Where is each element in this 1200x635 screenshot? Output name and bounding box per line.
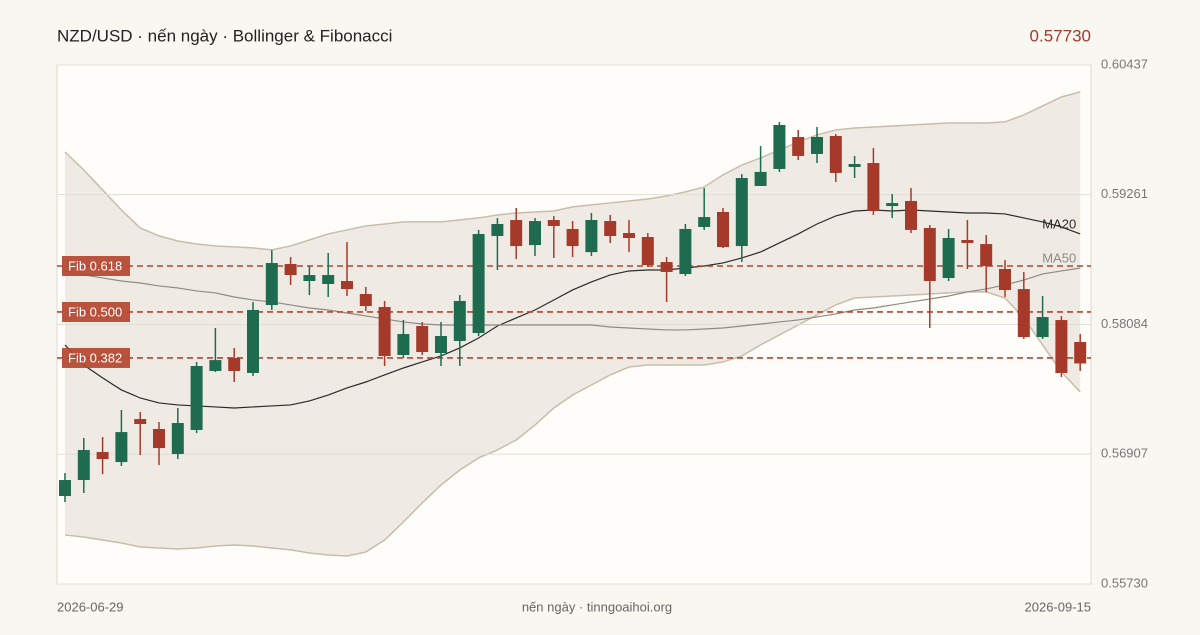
ma-line [64, 267, 1081, 331]
x-start-label: 2026-06-29 [57, 599, 124, 614]
fibonacci: Fib 0.618 Fib 0.500 Fib 0.382 [57, 256, 1091, 368]
candle-body [679, 228, 692, 275]
candle-body [829, 136, 842, 173]
candle-body [623, 233, 635, 238]
x-end-label: 2026-09-15 [1025, 599, 1092, 614]
candle-body [322, 275, 335, 284]
candle-body [999, 268, 1011, 291]
y-tick-label: 0.58084 [1101, 316, 1148, 331]
candle-body [961, 239, 974, 243]
candle-body [472, 234, 485, 334]
candle-body [284, 264, 297, 276]
candle-body [378, 307, 391, 356]
candle-body [773, 124, 786, 169]
candle-body [792, 137, 805, 156]
candle-body [77, 450, 90, 481]
candle-body [604, 221, 617, 237]
footer: nến ngày · tinngoaihoi.org [522, 599, 672, 614]
candle-body [491, 223, 504, 237]
candle-body [228, 357, 241, 371]
candle-body [905, 200, 917, 230]
candle-body [510, 220, 523, 247]
candle-body [566, 228, 579, 247]
fib-label-bg [62, 256, 130, 277]
candle-body [1036, 317, 1049, 338]
candle-body [190, 366, 203, 430]
legend-label: MA50 [1042, 250, 1076, 265]
band-lower [64, 291, 1081, 557]
fib-label: Fib 0.500 [68, 304, 122, 319]
candle-body [529, 221, 541, 246]
candle-body [453, 300, 466, 341]
candle-body [735, 178, 748, 247]
candle-body [886, 203, 899, 207]
candle-body [247, 310, 259, 373]
candle-body [1017, 289, 1030, 338]
legend-label: MA20 [1042, 216, 1076, 231]
candle-body [942, 238, 955, 279]
fib-label-bg [62, 347, 130, 368]
candle-body [96, 452, 109, 460]
candle-body [435, 336, 447, 354]
candle-body [698, 217, 711, 227]
candle-body [547, 220, 560, 226]
y-tick-label: 0.60437 [1101, 56, 1148, 71]
chart-title: NZD/USD · nến ngày · Bollinger & Fibonac… [57, 26, 392, 45]
candle-body [811, 137, 823, 154]
candle-body [341, 281, 353, 290]
candle-body [303, 275, 316, 282]
candles [59, 122, 1087, 503]
candle-body [171, 423, 184, 455]
candle-body [1055, 320, 1068, 373]
candle-body [209, 360, 222, 371]
fib-label: Fib 0.618 [68, 258, 122, 273]
y-tick-label: 0.59261 [1101, 186, 1148, 201]
candle-body [115, 432, 128, 463]
band-upper [64, 91, 1081, 251]
fib-label: Fib 0.382 [68, 350, 122, 365]
candle-body [717, 211, 729, 248]
candle-body [867, 163, 880, 211]
candle-body [1074, 341, 1087, 364]
candle-body [848, 164, 861, 167]
candle-body [641, 237, 654, 266]
candle-body [397, 334, 410, 355]
candle-body [359, 294, 372, 307]
candle-body [980, 244, 993, 267]
candle-body [923, 227, 936, 282]
candle-body [585, 220, 598, 253]
candle-body [134, 419, 147, 425]
candle-body [660, 262, 673, 272]
y-tick-label: 0.56907 [1101, 446, 1148, 461]
last-price: 0.57730 [1030, 26, 1091, 45]
fib-label-bg [62, 301, 130, 322]
candle-body [416, 325, 429, 353]
candle-body [59, 480, 71, 497]
labels: 0.55730 0.56907 0.58084 0.59261 0.60437 MA20 M… [1042, 56, 1148, 590]
candle-body [153, 428, 165, 449]
y-tick-label: 0.55730 [1101, 575, 1148, 590]
candle-body [754, 171, 767, 186]
candle-body [265, 263, 278, 306]
